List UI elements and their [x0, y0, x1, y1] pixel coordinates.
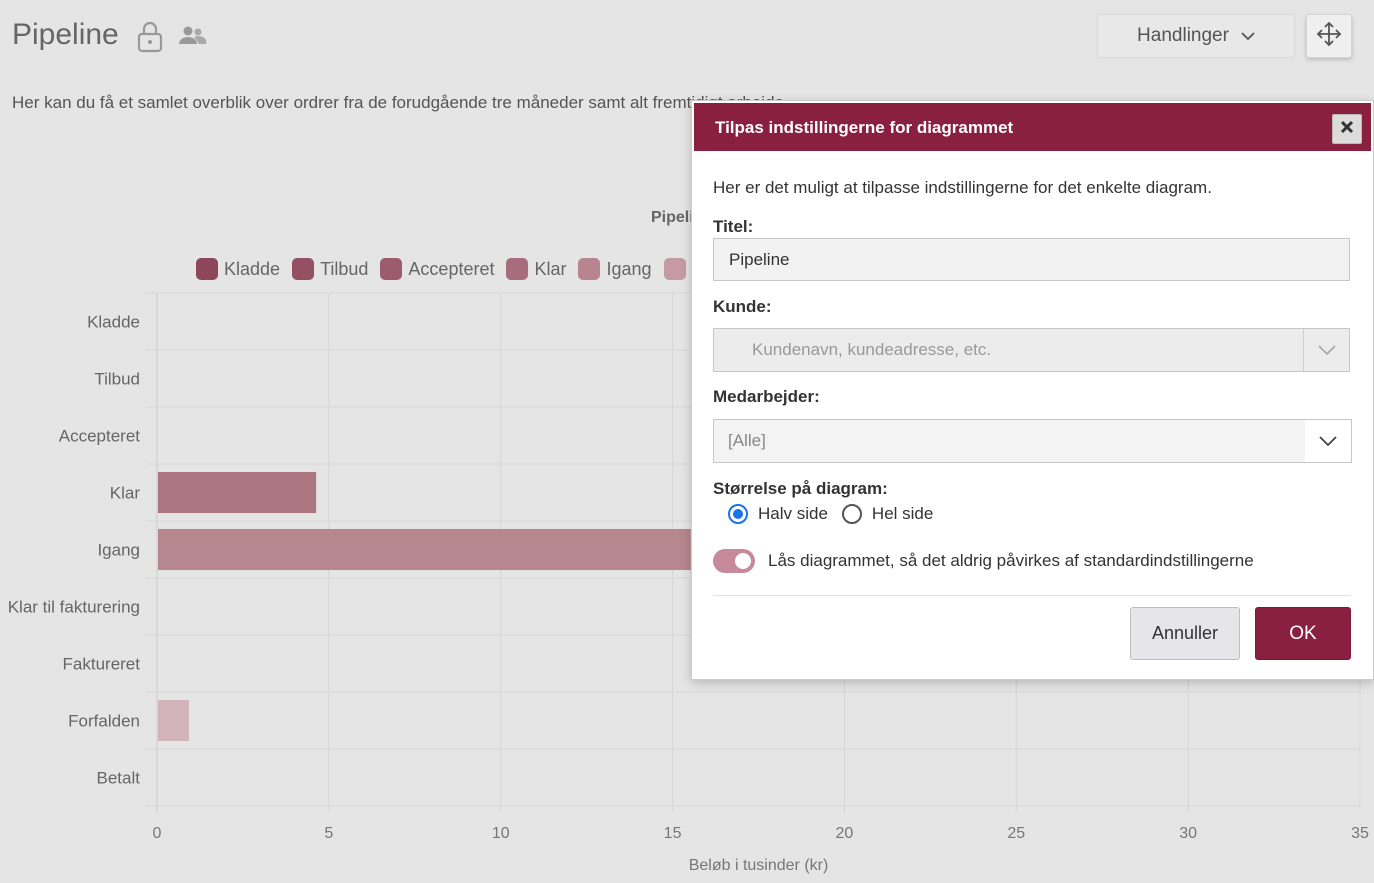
employee-select[interactable]: [Alle] [713, 419, 1352, 463]
legend-label: Kladde [224, 258, 281, 279]
customer-select[interactable]: Kundenavn, kundeadresse, etc. [713, 328, 1350, 372]
employee-value: [Alle] [728, 431, 766, 450]
size-label: Størrelse på diagram: [713, 479, 888, 498]
legend-item[interactable]: Igang [578, 258, 652, 280]
legend-swatch [663, 258, 686, 280]
employee-label: Medarbejder: [713, 387, 820, 406]
radio-label-half: Halv side [758, 504, 828, 523]
x-tick-label: 20 [836, 825, 854, 842]
x-tick-label: 10 [492, 825, 510, 842]
divider [713, 595, 1351, 596]
y-category-label: Klar [110, 484, 141, 503]
users-icon[interactable] [178, 24, 208, 53]
y-category-label: Klar til fakturering [8, 598, 140, 617]
cancel-button[interactable]: Annuller [1130, 607, 1240, 660]
legend-label: Igang [606, 258, 652, 279]
close-icon [1340, 119, 1354, 139]
x-tick-label: 25 [1007, 825, 1025, 842]
x-tick-label: 5 [324, 825, 333, 842]
y-category-label: Accepteret [59, 427, 141, 446]
radio-full-page[interactable] [841, 504, 862, 524]
lock-toggle-label: Lås diagrammet, så det aldrig påvirkes a… [768, 551, 1254, 570]
legend-label: Klar [534, 258, 567, 279]
chevron-down-icon[interactable] [1305, 420, 1351, 462]
move-button[interactable] [1306, 14, 1352, 58]
title-label: Titel: [713, 217, 754, 236]
page-title: Pipeline [12, 18, 119, 51]
chart-bar [158, 528, 691, 571]
legend-item[interactable]: Tilbud [292, 258, 368, 280]
legend-label: Tilbud [320, 258, 369, 279]
x-tick-label: 30 [1179, 825, 1197, 842]
y-category-label: Igang [97, 541, 140, 560]
y-category-label: Faktureret [63, 655, 141, 674]
y-category-label: Kladde [87, 313, 140, 332]
legend-swatch [196, 258, 218, 280]
close-button[interactable] [1332, 114, 1362, 144]
legend-item[interactable] [663, 258, 692, 280]
x-tick-label: 0 [153, 825, 162, 842]
move-arrows-icon [1315, 20, 1343, 53]
radio-half-page[interactable] [728, 504, 748, 524]
y-category-label: Betalt [97, 769, 141, 788]
lock-toggle[interactable] [713, 549, 755, 573]
dialog-title: Tilpas indstillingerne for diagrammet [715, 118, 1014, 137]
x-tick-label: 35 [1351, 825, 1369, 842]
dialog-description: Her er det muligt at tilpasse indstillin… [713, 178, 1212, 197]
legend-swatch [578, 258, 601, 280]
y-category-label: Forfalden [68, 712, 140, 731]
legend-item[interactable]: Accepteret [380, 258, 494, 280]
customer-placeholder: Kundenavn, kundeadresse, etc. [752, 340, 992, 359]
ok-button[interactable]: OK [1255, 607, 1351, 660]
chart-bar [158, 471, 317, 514]
chevron-down-icon [1241, 25, 1255, 47]
legend-item[interactable]: Kladde [196, 258, 280, 280]
intro-text: Her kan du få et samlet overblik over or… [12, 93, 789, 112]
x-axis-label: Beløb i tusinder (kr) [689, 857, 829, 874]
title-input[interactable] [713, 238, 1350, 281]
lock-toggle-row: Lås diagrammet, så det aldrig påvirkes a… [713, 549, 1254, 573]
legend-swatch [506, 258, 529, 280]
actions-label: Handlinger [1137, 25, 1229, 46]
chart-legend: Kladde Tilbud Accepteret Klar Igang [196, 258, 692, 280]
legend-swatch [292, 258, 315, 280]
legend-swatch [380, 258, 403, 280]
chart-bar [158, 699, 189, 742]
chevron-down-icon[interactable] [1303, 329, 1349, 371]
size-radio-group: Halv side Hel side [728, 504, 933, 524]
y-category-label: Tilbud [94, 370, 140, 389]
x-tick-label: 15 [664, 825, 682, 842]
chart-settings-dialog: Tilpas indstillingerne for diagrammet He… [691, 100, 1374, 680]
actions-dropdown-button[interactable]: Handlinger [1097, 14, 1295, 58]
lock-icon[interactable] [136, 20, 164, 59]
customer-label: Kunde: [713, 297, 772, 316]
legend-item[interactable]: Klar [506, 258, 566, 280]
radio-label-full: Hel side [871, 504, 934, 523]
dialog-header: Tilpas indstillingerne for diagrammet [694, 103, 1371, 151]
legend-label: Accepteret [408, 258, 495, 279]
